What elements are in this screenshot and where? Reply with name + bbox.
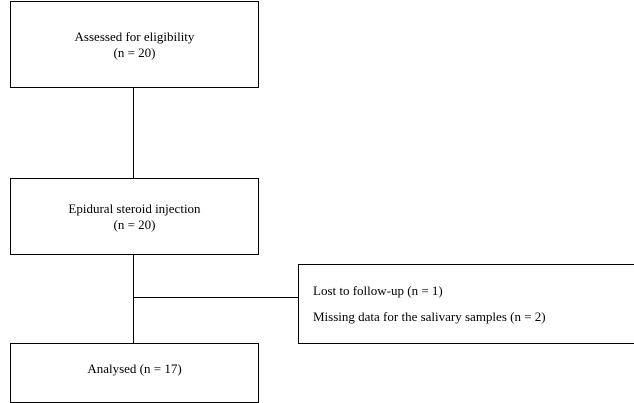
analysed-box: Analysed (n = 17): [10, 343, 259, 403]
connector-intervention-to-analysed: [133, 255, 134, 343]
intervention-count: (n = 20): [113, 216, 156, 232]
eligibility-box: Assessed for eligibility (n = 20): [10, 1, 259, 88]
analysed-label: Analysed (n = 17): [87, 361, 182, 376]
eligibility-label: Assessed for eligibility: [74, 28, 195, 44]
connector-to-excluded-box: [133, 297, 298, 298]
connector-eligibility-to-intervention: [133, 88, 134, 178]
intervention-label: Epidural steroid injection: [68, 200, 201, 216]
excluded-item-lost-to-follow-up: Lost to follow-up (n = 1): [313, 283, 443, 298]
eligibility-count: (n = 20): [113, 44, 156, 60]
excluded-item-missing-data: Missing data for the salivary samples (n…: [313, 309, 546, 324]
intervention-box: Epidural steroid injection (n = 20): [10, 178, 259, 255]
excluded-box: Lost to follow-up (n = 1) Missing data f…: [298, 264, 634, 344]
